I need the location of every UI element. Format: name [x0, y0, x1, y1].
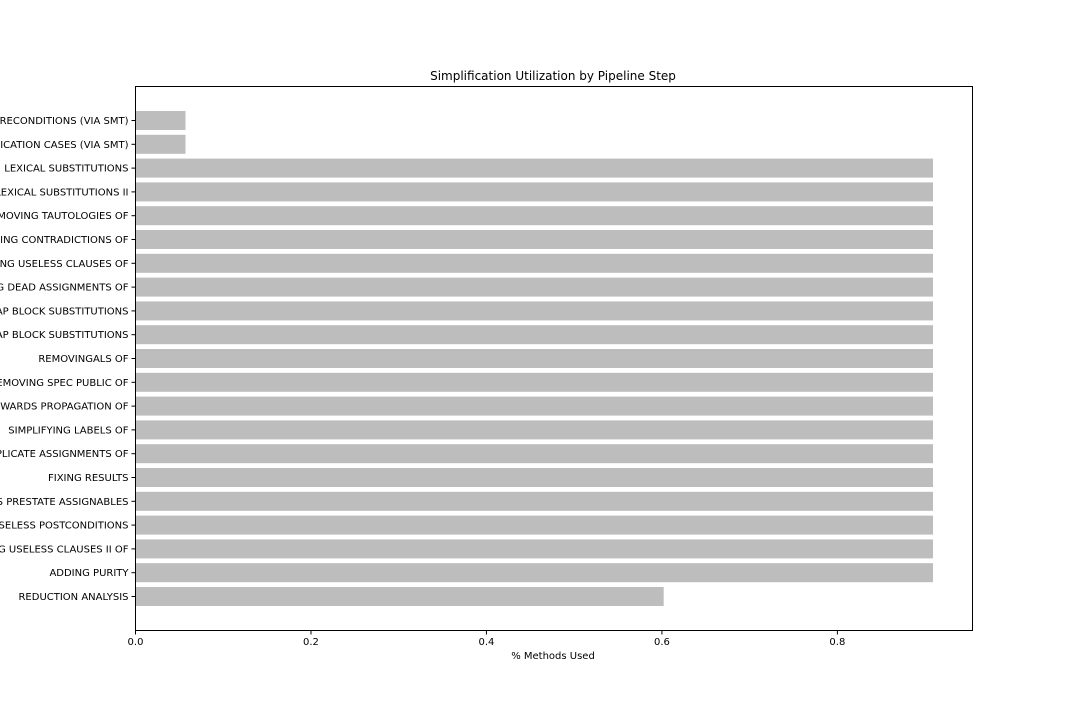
bar: [135, 468, 934, 487]
bar: [135, 515, 934, 535]
bar: [135, 111, 186, 130]
bar: [135, 158, 934, 178]
category-label: EMOVING SPEC PUBLIC OF: [0, 378, 129, 389]
bar: [135, 349, 934, 368]
bar: [135, 372, 934, 392]
bar: [135, 587, 664, 606]
plot-frame: [135, 86, 973, 631]
category-label: SIMPLIFYING LABELS OF: [8, 425, 128, 436]
bar: [135, 444, 934, 464]
bar: [135, 253, 934, 273]
bar: [135, 206, 934, 226]
category-label: S PRESTATE ASSIGNABLES: [0, 497, 129, 508]
x-tick-label: 0.2: [303, 637, 319, 648]
bar: [135, 301, 934, 321]
category-label: ING CONTRADICTIONS OF: [0, 235, 129, 246]
x-tick-label: 0.0: [128, 637, 144, 648]
category-label: AP BLOCK SUBSTITUTIONS: [0, 330, 129, 341]
category-label: RECONDITIONS (VIA SMT): [0, 116, 129, 127]
category-label: ADDING PURITY: [49, 568, 129, 579]
category-labels-group: RECONDITIONS (VIA SMT) ICATION CASES (VIA…: [0, 116, 136, 603]
category-label: LEXICAL SUBSTITUTIONS II: [0, 187, 129, 198]
category-label: G DEAD ASSIGNMENTS OF: [0, 283, 129, 294]
category-label: SELESS POSTCONDITIONS: [0, 521, 129, 532]
category-label: G USELESS CLAUSES II OF: [0, 544, 129, 555]
bar: [135, 491, 934, 511]
bar: [135, 420, 934, 440]
bar: [135, 182, 934, 202]
category-label: REMOVINGALS OF: [38, 354, 128, 365]
chart-title: Simplification Utilization by Pipeline S…: [430, 69, 676, 83]
bar: [135, 230, 934, 249]
category-label: ICATION CASES (VIA SMT): [0, 140, 128, 151]
bar: [135, 134, 186, 154]
bar: [135, 325, 934, 345]
category-label: PLICATE ASSIGNMENTS OF: [0, 449, 129, 460]
bar: [135, 277, 934, 297]
category-label: WARDS PROPAGATION OF: [0, 402, 129, 413]
x-ticks-group: 0.0 0.2 0.4 0.6 0.8: [128, 630, 845, 648]
category-label: NG USELESS CLAUSES OF: [0, 259, 129, 270]
x-axis-label: % Methods Used: [511, 651, 595, 662]
x-tick-label: 0.4: [478, 637, 494, 648]
x-tick-label: 0.6: [654, 637, 670, 648]
bar: [135, 563, 934, 583]
category-label: FIXING RESULTS: [48, 473, 129, 484]
bars-group: [135, 111, 934, 606]
category-label: AP BLOCK SUBSTITUTIONS: [0, 306, 129, 317]
category-label: MOVING TAUTOLOGIES OF: [0, 211, 129, 222]
category-label: LEXICAL SUBSTITUTIONS: [4, 164, 128, 175]
category-label: REDUCTION ANALYSIS: [18, 592, 128, 603]
bar: [135, 396, 934, 416]
bar: [135, 539, 934, 559]
x-tick-label: 0.8: [829, 637, 845, 648]
